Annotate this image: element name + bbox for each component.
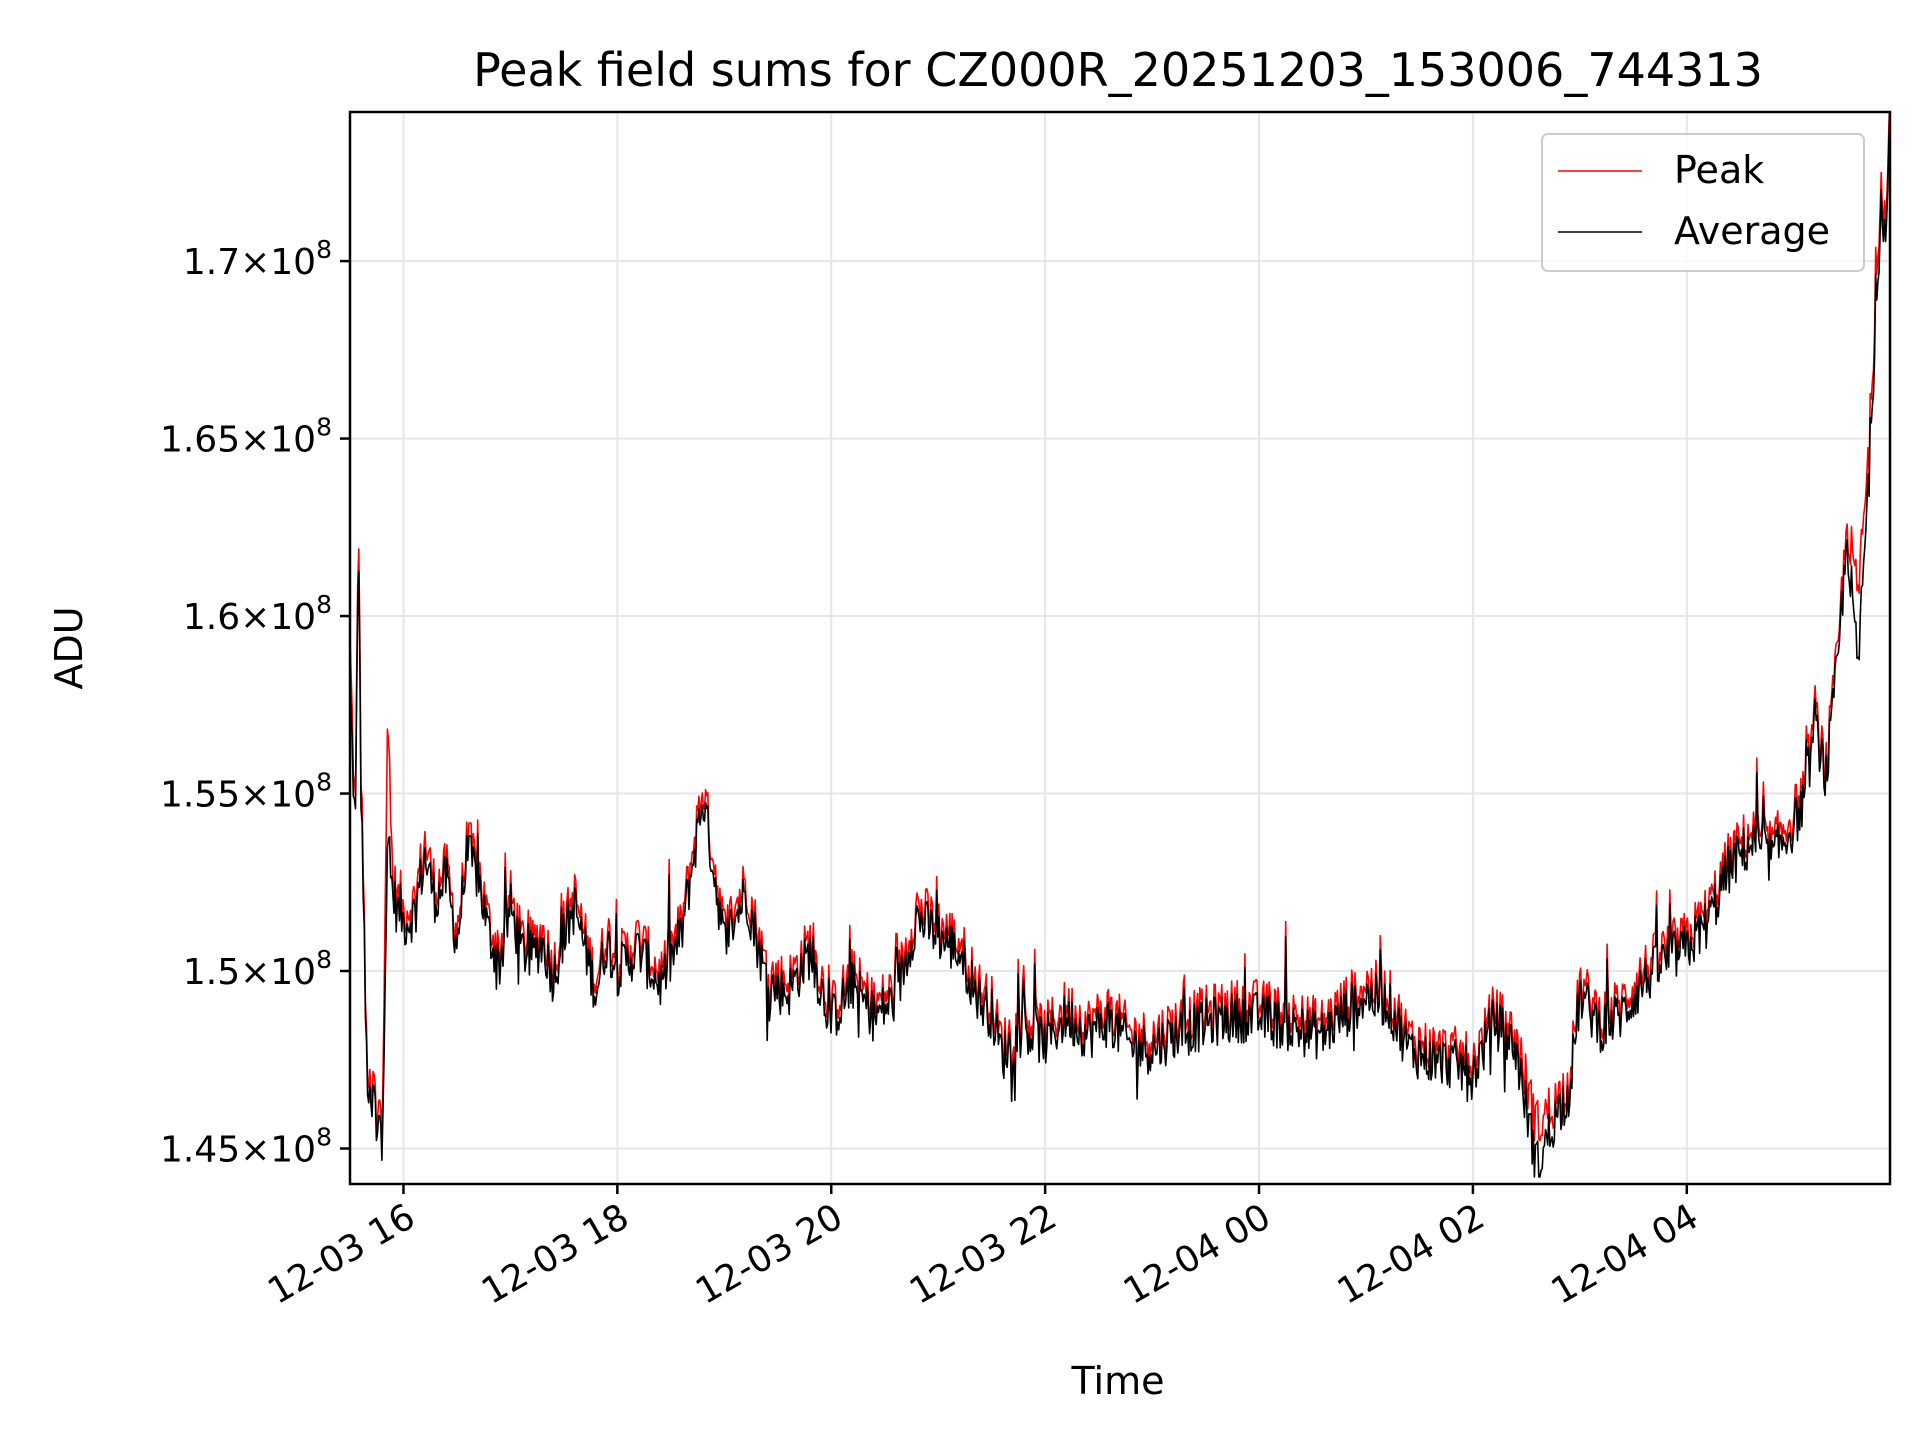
y-tick-label: 1.45×108 [160,1123,332,1171]
y-axis: 1.45×1081.5×1081.55×1081.6×1081.65×1081.… [160,235,350,1171]
plot-area [350,112,1890,1178]
chart-title: Peak field sums for CZ000R_20251203_1530… [473,43,1763,97]
x-axis-title: Time [1071,1359,1165,1403]
y-tick-exponent: 8 [316,413,332,442]
y-tick-exponent: 8 [316,235,332,264]
y-tick-label: 1.7×108 [183,235,332,283]
y-tick-base: 10 [270,242,316,283]
y-tick-label: 1.65×108 [160,413,332,461]
y-tick-base: 10 [270,1130,316,1171]
series-layer [350,112,1890,1178]
grid [350,112,1890,1184]
y-tick-mantissa: 1.55 [160,775,240,816]
y-tick-base: 10 [270,597,316,638]
y-tick-base: 10 [270,420,316,461]
y-tick-mantissa: 1.45 [160,1130,240,1171]
plot-frame [348,110,1892,1186]
series-line-average [350,112,1890,1178]
y-tick-base: 10 [270,952,316,993]
y-tick-exponent: 8 [316,590,332,619]
y-tick-exponent: 8 [316,1123,332,1152]
legend: Peak Average [1541,133,1865,272]
y-axis-title: ADU [47,606,91,689]
y-tick-exponent: 8 [316,945,332,974]
y-tick-exponent: 8 [316,768,332,797]
legend-box [1541,133,1865,272]
legend-label-peak: Peak [1674,148,1764,192]
y-tick-mantissa: 1.6 [183,597,240,638]
y-tick-label: 1.55×108 [160,768,332,816]
y-tick-mantissa: 1.65 [160,420,240,461]
y-tick-label: 1.5×108 [183,945,332,993]
y-tick-mantissa: 1.5 [183,952,240,993]
y-tick-label: 1.6×108 [183,590,332,638]
y-tick-base: 10 [270,775,316,816]
y-tick-mantissa: 1.7 [183,242,240,283]
legend-label-average: Average [1674,209,1830,253]
